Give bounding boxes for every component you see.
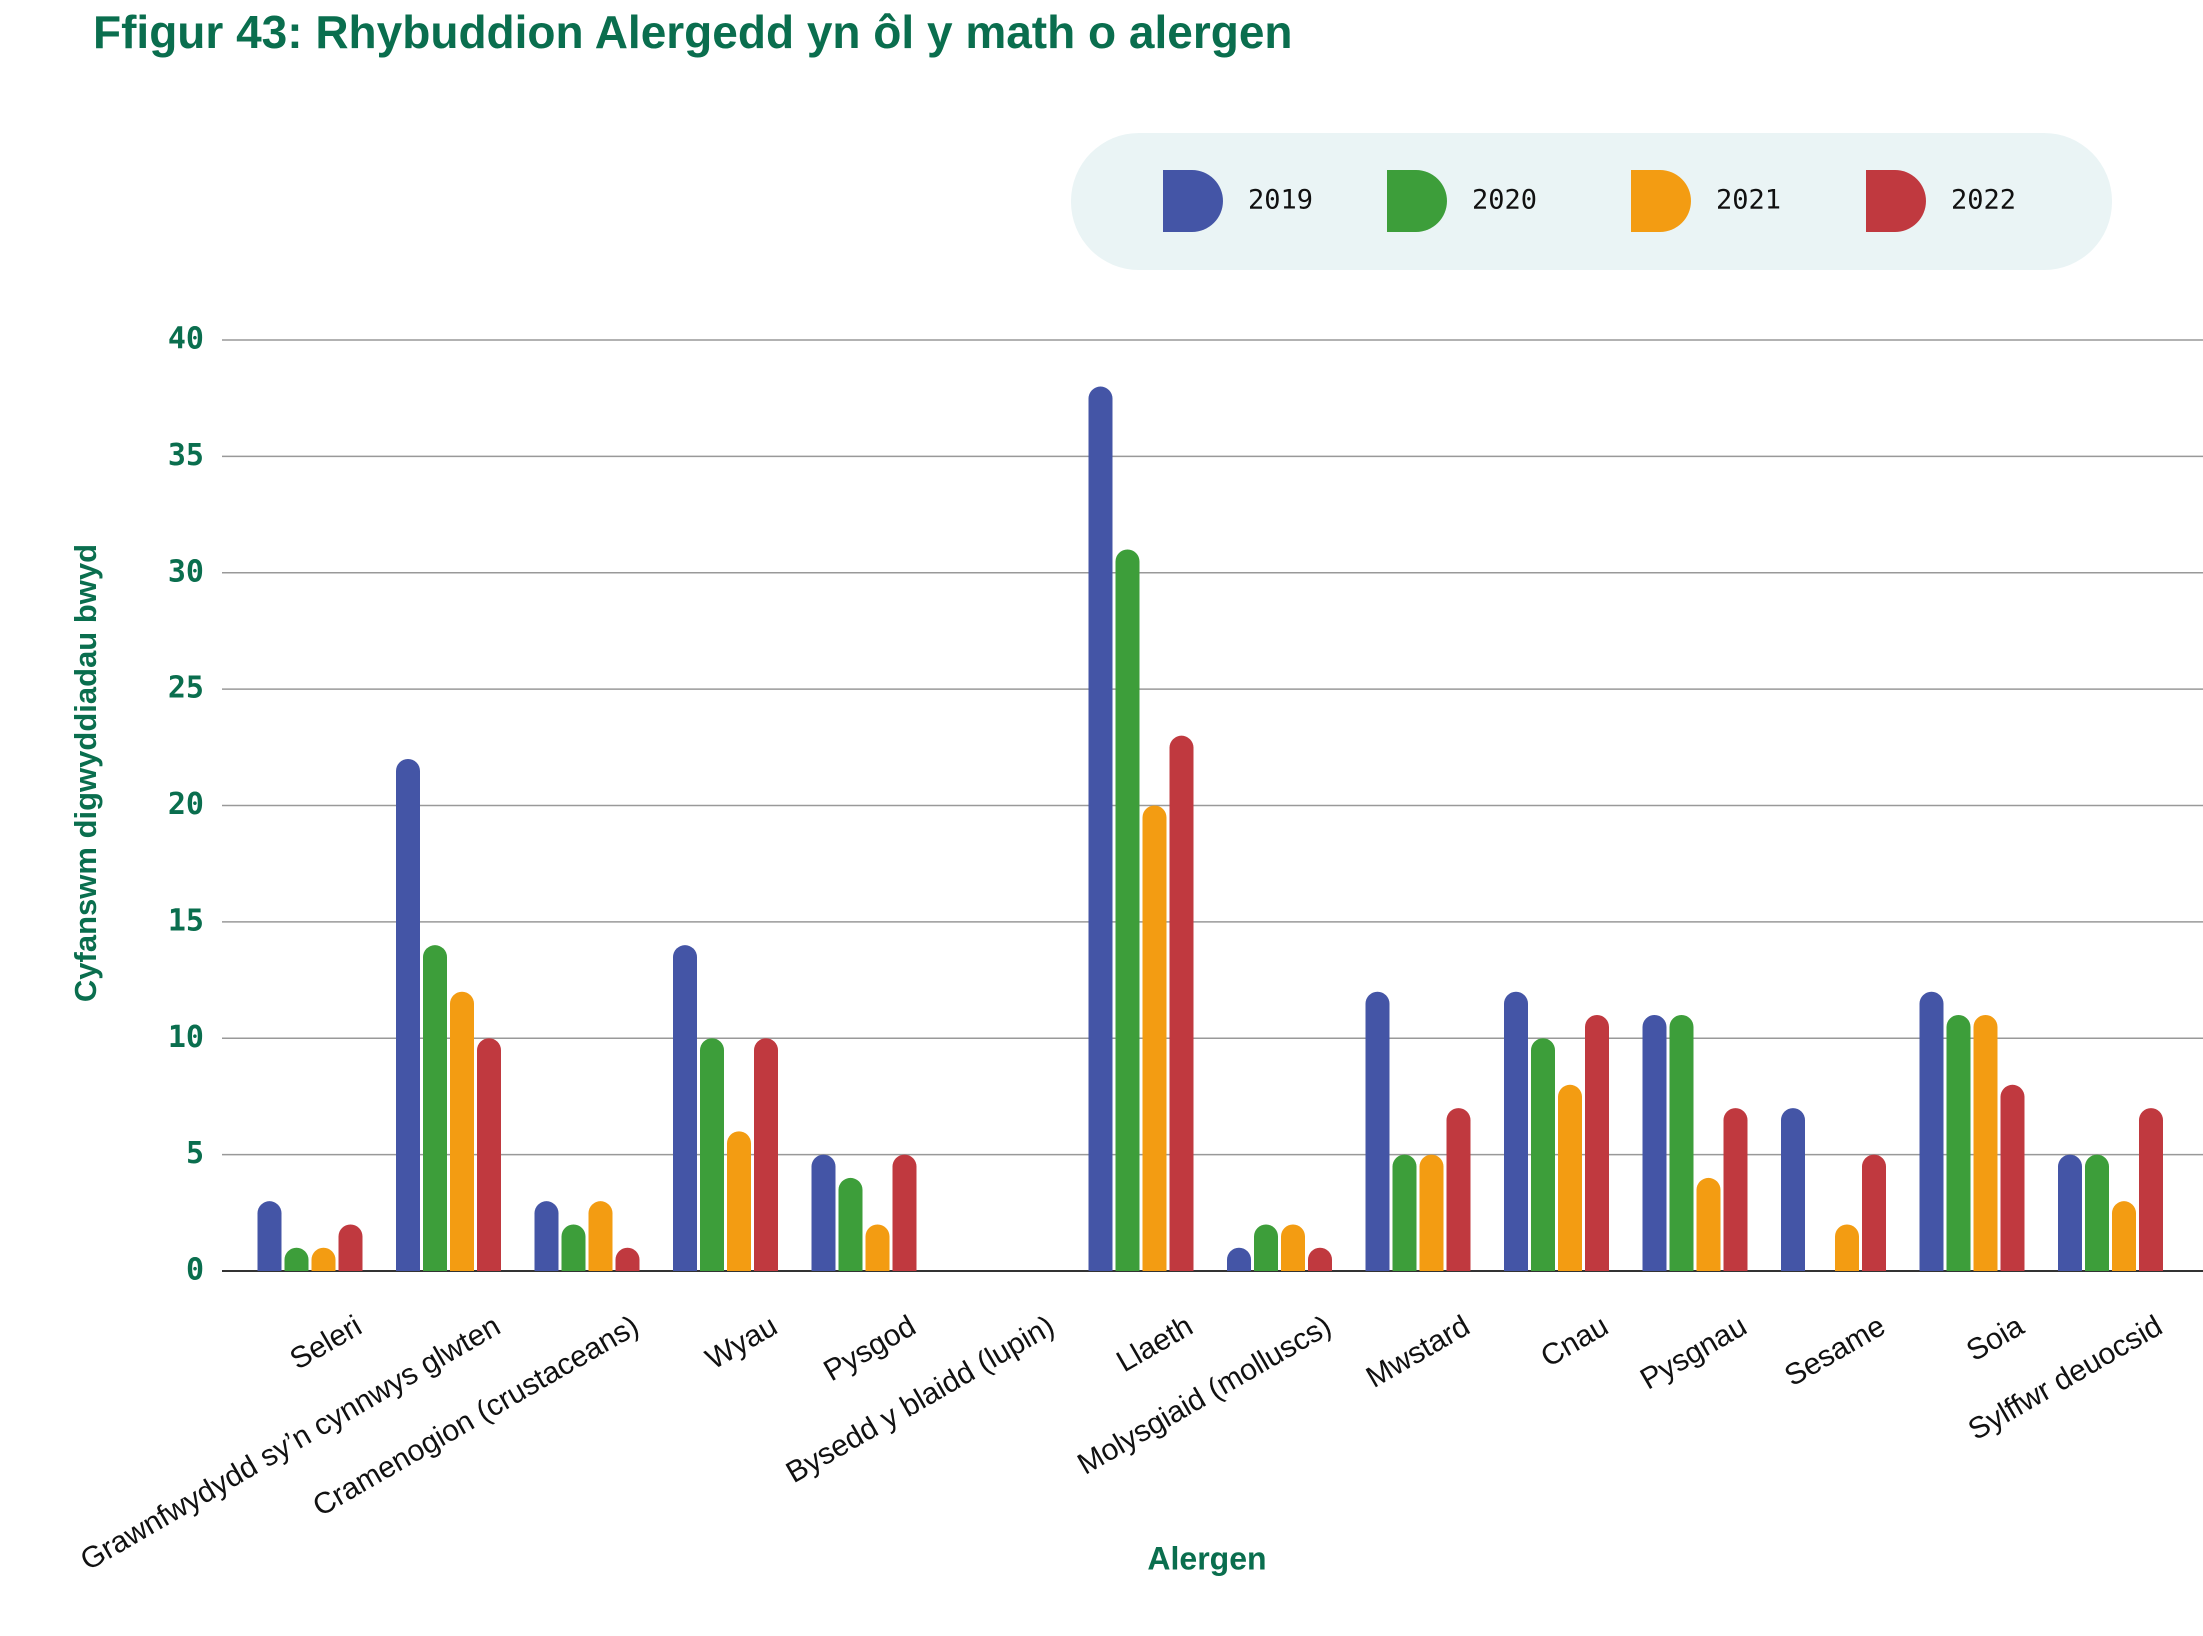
- bar: [423, 945, 447, 1271]
- legend-swatch: [1866, 170, 1926, 232]
- bar: [727, 1131, 751, 1271]
- bar: [1973, 1014, 1998, 1271]
- bar: [615, 1247, 640, 1271]
- x-tick-label: Llaeth: [1111, 1309, 1198, 1378]
- bar: [1585, 1014, 1609, 1271]
- bar: [477, 1038, 501, 1271]
- bar: [1446, 1108, 1471, 1271]
- legend-label: 2021: [1716, 185, 1781, 216]
- bar: [284, 1247, 309, 1271]
- bar: [1419, 1154, 1444, 1271]
- x-tick-label: Cnau: [1535, 1309, 1614, 1373]
- y-tick-label: 30: [168, 554, 204, 589]
- bar: [2058, 1154, 2082, 1271]
- x-tick-label: Pysgnau: [1635, 1309, 1753, 1396]
- legend-box: [1071, 133, 2112, 270]
- bar: [1088, 386, 1113, 1271]
- x-tick-label: Wyau: [700, 1309, 783, 1376]
- bar: [1169, 735, 1194, 1271]
- x-tick-label: Seleri: [285, 1309, 368, 1376]
- bar: [1835, 1224, 1859, 1271]
- bar: [561, 1224, 586, 1271]
- x-axis-title: Alergen: [1147, 1540, 1266, 1576]
- bar: [1115, 549, 1140, 1271]
- bar: [1504, 991, 1528, 1271]
- legend-swatch: [1631, 170, 1691, 232]
- bar: [1227, 1247, 1251, 1271]
- bar: [257, 1201, 282, 1271]
- legend-swatch: [1387, 170, 1447, 232]
- x-tick-label: Mwstard: [1361, 1309, 1476, 1394]
- legend-label: 2020: [1472, 185, 1537, 216]
- bar: [1254, 1224, 1278, 1271]
- bar: [1642, 1014, 1667, 1271]
- bar: [1142, 805, 1167, 1271]
- bar: [1558, 1084, 1582, 1271]
- legend-label: 2022: [1951, 185, 2016, 216]
- bar: [892, 1154, 917, 1271]
- bar: [588, 1201, 613, 1271]
- y-tick-label: 10: [168, 1020, 204, 1055]
- bar: [754, 1038, 778, 1271]
- bar: [1308, 1247, 1332, 1271]
- y-axis-title: Cyfanswm digwyddiadau bwyd: [68, 544, 103, 1002]
- bar: [811, 1154, 836, 1271]
- bar: [396, 758, 420, 1271]
- bar: [2085, 1154, 2109, 1271]
- bar: [865, 1224, 890, 1271]
- bar: [2000, 1084, 2025, 1271]
- x-tick-label: Molysgiaid (molluscs): [1072, 1309, 1337, 1481]
- bar: [311, 1247, 336, 1271]
- legend-swatch: [1163, 170, 1223, 232]
- y-tick-label: 35: [168, 438, 204, 473]
- bar: [1946, 1014, 1971, 1271]
- x-tick-label: Sesame: [1779, 1309, 1891, 1393]
- bar: [1696, 1177, 1721, 1271]
- bar: [673, 945, 697, 1271]
- bar: [1531, 1038, 1555, 1271]
- bar: [450, 991, 474, 1271]
- x-tick-label: Pysgod: [818, 1309, 921, 1388]
- legend-label: 2019: [1248, 185, 1313, 216]
- bar: [1723, 1108, 1748, 1271]
- bar: [1781, 1108, 1805, 1271]
- y-tick-label: 0: [186, 1253, 204, 1288]
- y-tick-label: 25: [168, 671, 204, 706]
- bar: [1365, 991, 1390, 1271]
- bar: [534, 1201, 559, 1271]
- bar: [1392, 1154, 1417, 1271]
- bar: [838, 1177, 863, 1271]
- bar: [1281, 1224, 1305, 1271]
- y-tick-label: 40: [168, 322, 204, 357]
- y-tick-label: 15: [168, 903, 204, 938]
- bar: [700, 1038, 724, 1271]
- bar: [2112, 1201, 2136, 1271]
- y-tick-label: 5: [186, 1136, 204, 1171]
- bar: [1669, 1014, 1694, 1271]
- bar: [1862, 1154, 1886, 1271]
- bar: [338, 1224, 363, 1271]
- bar: [1919, 991, 1944, 1271]
- bar: [2139, 1108, 2163, 1271]
- chart-title: Ffigur 43: Rhybuddion Alergedd yn ôl y m…: [93, 6, 1293, 58]
- x-tick-label: Soia: [1961, 1309, 2030, 1368]
- y-tick-label: 20: [168, 787, 204, 822]
